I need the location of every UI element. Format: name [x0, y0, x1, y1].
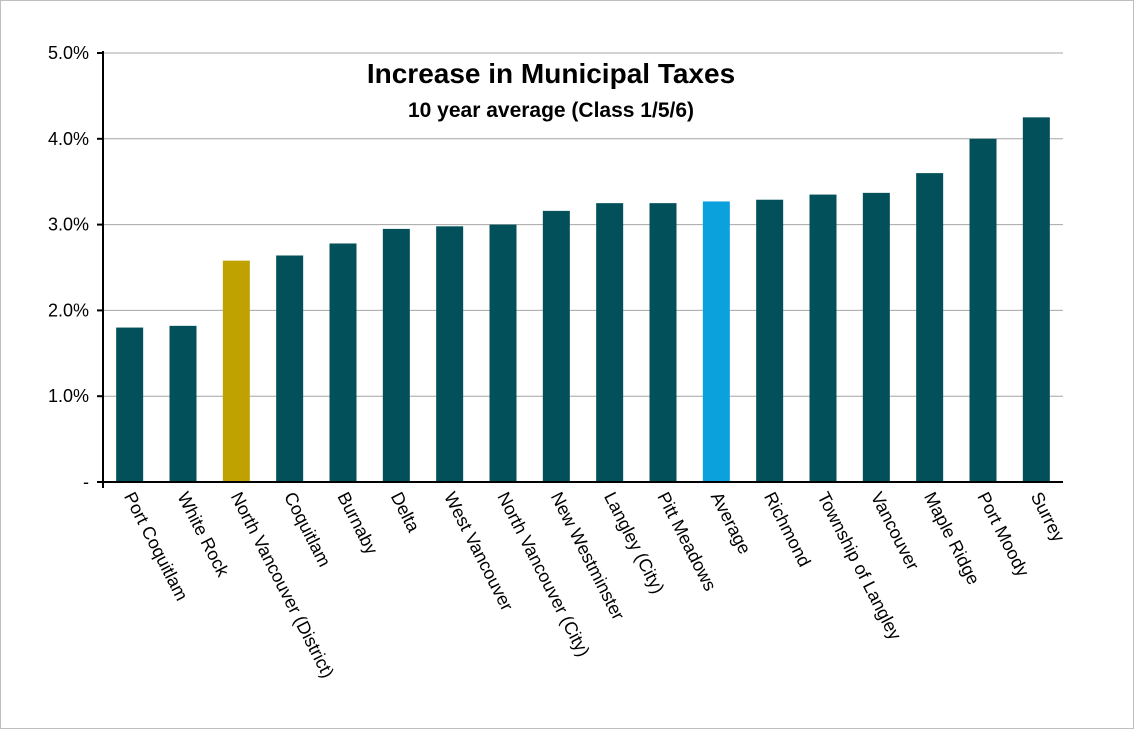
x-tick-label: Richmond	[760, 489, 815, 570]
bar-township-of-langley	[809, 194, 837, 482]
x-tick-label: Average	[707, 489, 755, 558]
x-tick-label: Vancouver	[867, 489, 923, 574]
bar-white-rock	[169, 325, 197, 482]
x-tick-label: Burnaby	[333, 489, 381, 558]
x-tick-label: Port Moody	[973, 489, 1033, 580]
y-tick-label: 4.0%	[48, 129, 89, 149]
bar-pitt-meadows	[649, 203, 677, 482]
y-tick-label: 3.0%	[48, 215, 89, 235]
axes	[97, 51, 1063, 488]
x-tick-label: Maple Ridge	[920, 489, 984, 588]
bar-delta	[382, 228, 410, 482]
bar-port-coquitlam	[116, 327, 144, 482]
gridlines	[103, 52, 1063, 397]
bar-north-vancouver-district	[222, 260, 250, 482]
bar-burnaby	[329, 243, 357, 482]
bar-coquitlam	[276, 255, 304, 482]
bar-west-vancouver	[436, 226, 464, 482]
chart-subtitle: 10 year average (Class 1/5/6)	[408, 99, 694, 122]
bar-north-vancouver-city	[489, 224, 517, 482]
bar-port-moody	[969, 138, 997, 483]
y-tick-label: 2.0%	[48, 300, 89, 320]
bar-langley-city	[596, 203, 624, 482]
bar-maple-ridge	[916, 173, 944, 482]
bar-surrey	[1022, 117, 1050, 482]
bar-new-westminster	[542, 210, 570, 482]
y-axis-ticks: - 1.0% 2.0% 3.0% 4.0% 5.0%	[48, 43, 103, 492]
x-tick-label: North Vancouver (District)	[227, 489, 338, 681]
y-tick-label: -	[83, 472, 89, 492]
bar-richmond	[756, 199, 784, 482]
x-tick-label: Delta	[387, 489, 424, 536]
y-tick-label: 1.0%	[48, 386, 89, 406]
y-tick-label: 5.0%	[48, 43, 89, 63]
x-tick-label: Coquitlam	[280, 489, 335, 570]
bar-vancouver	[862, 192, 890, 482]
bar-average	[702, 201, 730, 482]
x-tick-label: Surrey	[1027, 489, 1069, 545]
chart-title: Increase in Municipal Taxes	[367, 58, 735, 89]
bars	[116, 117, 1050, 483]
x-tick-label: White Rock	[173, 489, 233, 581]
